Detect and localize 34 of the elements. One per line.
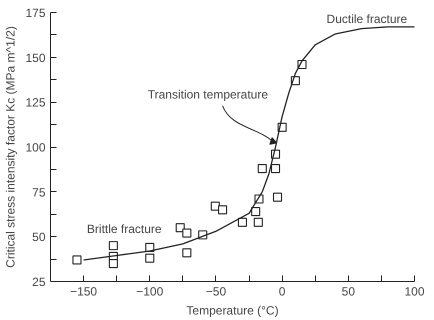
y-tick-label: 125	[25, 96, 46, 110]
y-axis-title: Critical stress intensity factor Kc (MPa m^1/2)	[3, 26, 18, 268]
x-tick-label: −100	[136, 284, 164, 298]
y-tick-label: 25	[32, 275, 46, 289]
point	[108, 259, 118, 268]
point	[182, 248, 192, 258]
line-series	[82, 26, 414, 261]
point	[218, 205, 228, 214]
point	[270, 164, 280, 174]
point	[72, 255, 82, 265]
annotation: Brittle fracture	[86, 222, 162, 236]
annotation: Transition temperature	[148, 88, 268, 102]
y-tick-label: 50	[32, 230, 46, 244]
point	[145, 254, 154, 263]
y-tick-label: 175	[25, 6, 46, 20]
point	[176, 223, 185, 232]
y-tick-label: 100	[25, 140, 46, 154]
x-tick-label: −150	[70, 284, 98, 298]
point	[108, 241, 118, 250]
point	[251, 207, 260, 216]
point	[254, 218, 263, 227]
point	[272, 192, 282, 202]
point	[238, 218, 247, 227]
x-tick-label: 100	[404, 284, 425, 298]
x-axis-title: Temperature (°C)	[186, 304, 279, 318]
y-tick-label: 150	[25, 50, 46, 65]
point	[258, 164, 267, 174]
x-tick-label: 50	[342, 284, 356, 298]
x-tick-label: −50	[206, 284, 226, 298]
point	[210, 202, 220, 211]
point	[182, 228, 192, 238]
annotation: Ductile fracture	[326, 12, 408, 26]
y-tick-label: 75	[32, 185, 46, 200]
x-tick-label: 0	[278, 284, 286, 298]
